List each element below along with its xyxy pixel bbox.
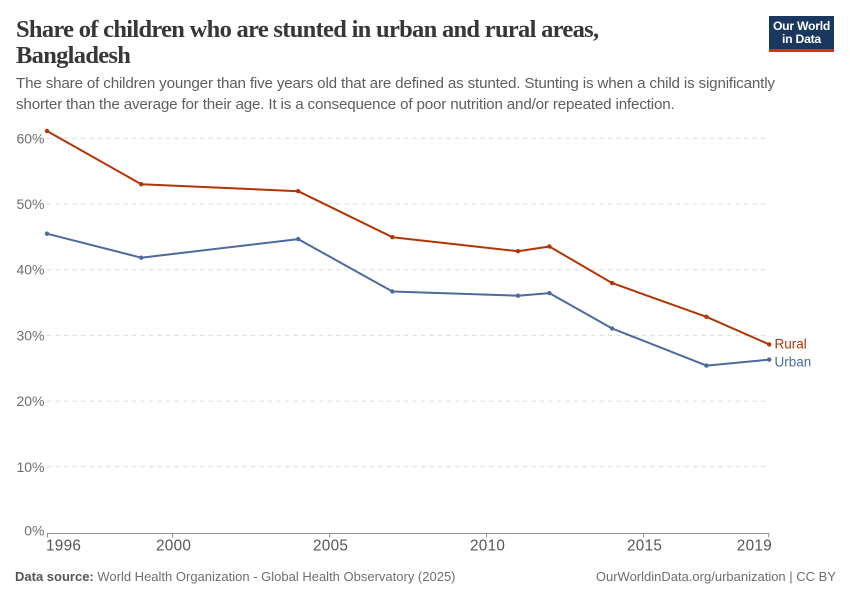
svg-text:2005: 2005	[313, 538, 348, 555]
svg-text:60%: 60%	[16, 130, 44, 146]
svg-text:40%: 40%	[16, 262, 44, 278]
svg-text:2000: 2000	[156, 538, 191, 555]
svg-text:1996: 1996	[46, 538, 81, 555]
svg-text:Urban: Urban	[775, 354, 812, 369]
svg-text:0%: 0%	[24, 522, 44, 538]
svg-text:2015: 2015	[627, 538, 662, 555]
svg-text:50%: 50%	[16, 196, 44, 212]
svg-text:10%: 10%	[16, 459, 44, 475]
svg-text:2010: 2010	[470, 538, 505, 555]
svg-text:Rural: Rural	[775, 337, 807, 352]
svg-text:2019: 2019	[737, 538, 772, 555]
svg-text:30%: 30%	[16, 327, 44, 343]
svg-text:20%: 20%	[16, 393, 44, 409]
